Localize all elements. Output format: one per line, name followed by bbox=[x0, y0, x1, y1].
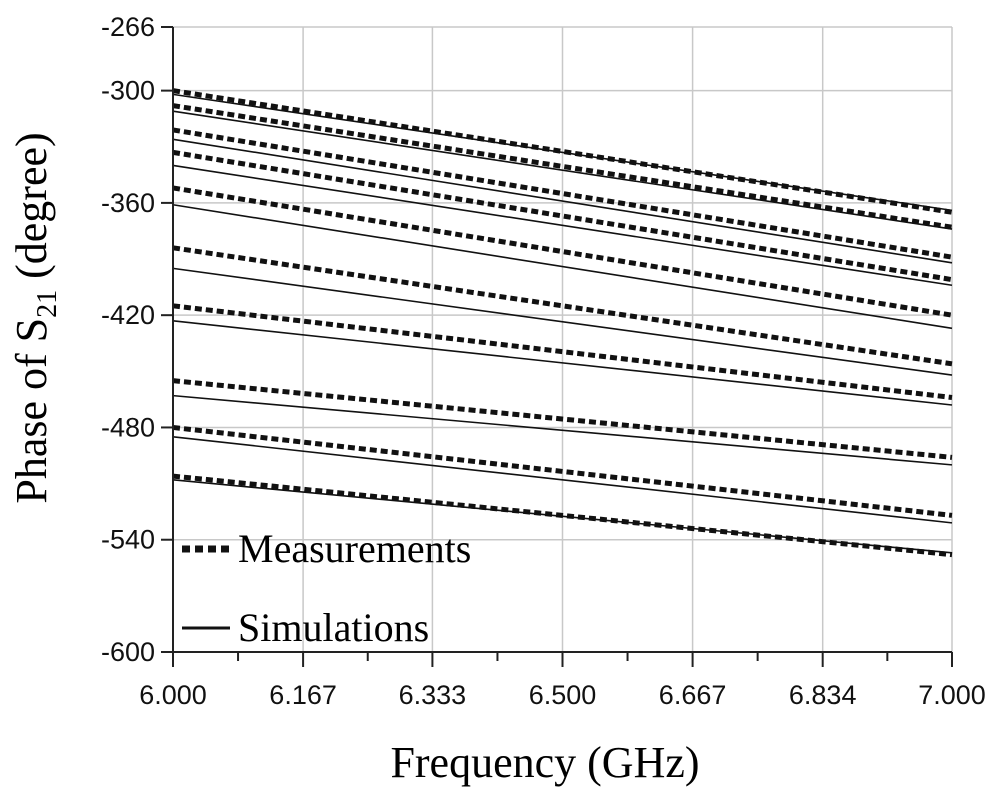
y-tick-label: -300 bbox=[101, 76, 155, 106]
legend-simulations-label: Simulations bbox=[238, 605, 429, 650]
x-tick-label: 6.333 bbox=[399, 680, 467, 710]
x-tick-label: 6.834 bbox=[789, 680, 857, 710]
y-axis-title: Phase of S21 (degree) bbox=[7, 132, 63, 503]
x-axis-title: Frequency (GHz) bbox=[390, 738, 699, 787]
legend-measurements-label: Measurements bbox=[238, 526, 471, 571]
y-tick-label: -360 bbox=[101, 188, 155, 218]
y-axis-title-subscript: 21 bbox=[32, 290, 63, 318]
y-tick-label: -540 bbox=[101, 525, 155, 555]
y-tick-label: -600 bbox=[101, 637, 155, 667]
y-tick-label: -420 bbox=[101, 300, 155, 330]
x-tick-label: 6.167 bbox=[269, 680, 337, 710]
x-tick-label: 7.000 bbox=[918, 680, 986, 710]
y-axis-title-suffix: (degree) bbox=[7, 132, 56, 290]
y-axis-title-prefix: Phase of S bbox=[7, 318, 56, 504]
x-tick-label: 6.500 bbox=[529, 680, 597, 710]
y-tick-label: -480 bbox=[101, 412, 155, 442]
x-tick-label: 6.667 bbox=[659, 680, 727, 710]
x-tick-label: 6.000 bbox=[139, 680, 207, 710]
y-tick-label: -266 bbox=[101, 12, 155, 42]
